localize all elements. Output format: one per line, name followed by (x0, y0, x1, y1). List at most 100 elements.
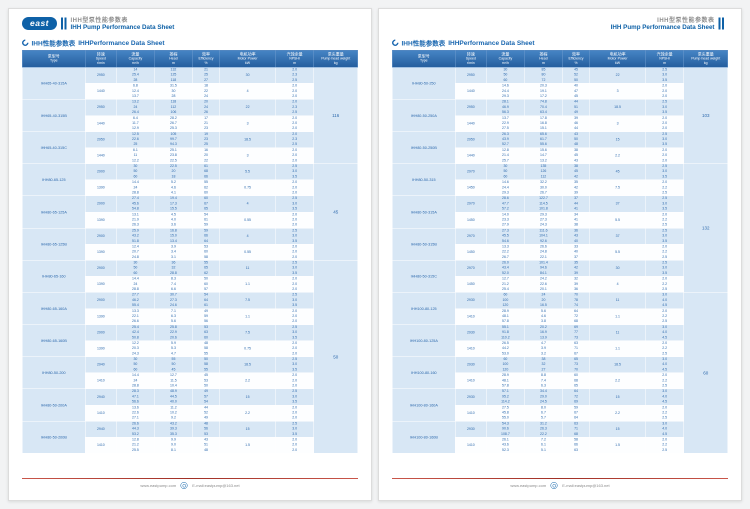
motor-power-value: 1.1 (589, 308, 646, 325)
speed-value: 1410 (455, 372, 487, 390)
value-line: 110.2 (501, 335, 510, 340)
value-line: 2.0 (292, 185, 298, 190)
col-header-en: Motor Power (607, 57, 628, 61)
value-line: 54.8 (132, 207, 139, 211)
value-line: 8.1 (171, 448, 176, 452)
value-line: 14.6 (502, 180, 509, 185)
model-name: IHH80-65-125 (21, 163, 86, 197)
value-line: 3.5 (292, 432, 298, 436)
value-line: 114.2 (501, 400, 510, 404)
motor-power-value: 4 (219, 195, 276, 213)
capacity-cell: 30 50 60 (486, 163, 525, 181)
npshr-cell: 2.0 2.3 2.5 (275, 99, 314, 116)
value-line: 3.5 (662, 239, 668, 243)
value-line: 28.8 (170, 271, 177, 275)
value-line: 27.7 (132, 293, 139, 297)
value-line: 3.0 (662, 357, 668, 362)
npshr-cell: 2.0 2.0 2.0 (275, 372, 314, 390)
value-line: 34 (574, 212, 578, 217)
motor-power-value: 5.5 (589, 211, 646, 229)
value-line: 57.2 (502, 207, 509, 211)
efficiency-cell: 64 72 68 (562, 308, 590, 325)
value-line: 55 (204, 261, 208, 265)
model-name: IHH100-80-160B (391, 420, 456, 454)
value-line: 60 (204, 196, 208, 201)
capacity-cell: 27.7 46.2 55.4 (116, 292, 155, 309)
col-header-en: Pump head weight (691, 57, 721, 61)
value-line: 5.3 (171, 346, 176, 351)
col-header-power: 电机功率 Motor Power kW (219, 50, 276, 68)
value-line: 3.5 (292, 335, 298, 340)
speed-value: 2930 (455, 388, 487, 406)
value-line: 2.0 (292, 448, 298, 452)
value-line: 24.8 (540, 250, 547, 254)
col-header-cn: 汽蚀余量 (286, 52, 303, 57)
value-line: 30.7 (170, 293, 177, 297)
value-line: 50 (171, 362, 176, 367)
value-line: 3.0 (662, 421, 668, 426)
value-line: 5.9 (171, 341, 176, 345)
page-title-cn: IHH型泵性能参数表 (70, 16, 128, 24)
col-header-en: Type (50, 59, 58, 63)
value-line: 2.5 (662, 384, 668, 388)
value-line: 2.5 (292, 196, 298, 201)
value-line: 2.0 (662, 126, 668, 131)
value-line: 4.6 (541, 314, 546, 318)
efficiency-cell: 38 45 42 (562, 163, 590, 181)
value-line: 45 (574, 94, 578, 98)
capacity-cell: 6.8 12.4 13.7 (116, 83, 155, 100)
value-line: 2.0 (292, 68, 298, 72)
speed-value: 2930 (455, 356, 487, 374)
npshr-cell: 2.0 2.0 2.0 (275, 276, 314, 293)
head-cell: 15.6 14.7 13.2 (524, 147, 563, 165)
value-line: 42 (574, 185, 578, 190)
speed-value: 1410 (455, 308, 487, 325)
npshr-cell: 2.0 2.3 2.5 (275, 66, 314, 84)
value-line: 12.4 (132, 244, 139, 249)
value-line: 28.9 (502, 309, 509, 313)
data-row: IHH80-65-125A 2900 27.4 45.6 54.8 19.4 17.3 15.… (21, 195, 358, 229)
capacity-cell: 12.5 22.6 25 (116, 131, 155, 148)
value-line: 50 (133, 362, 138, 367)
value-line: 25.5 (132, 448, 139, 452)
footer-url: www.eastpump.com (140, 483, 177, 488)
value-line: 4.5 (662, 303, 668, 308)
table-header-row: 泵型号 Type 转速 Speed r/min 流量 Capacity m³/h 扬程 Head m… (21, 50, 359, 68)
value-line: 2.5 (662, 448, 668, 452)
value-line: 26.5 (502, 341, 509, 345)
motor-power-value: 5.5 (219, 163, 276, 181)
value-line: 29.3 (502, 94, 509, 98)
npshr-cell: 2.5 3.0 3.5 (275, 420, 314, 438)
npshr-cell: 2.5 3.0 3.5 (645, 66, 684, 84)
col-header-cn: 效率 (202, 52, 211, 57)
capacity-cell: 30 50 60 (486, 66, 525, 84)
efficiency-cell: 59 67 64 (562, 404, 590, 422)
value-line: 2.0 (292, 411, 298, 415)
value-line: 22.9 (502, 121, 509, 125)
value-line: 22.2 (502, 250, 509, 254)
value-line: 43 (574, 234, 578, 238)
head-cell: 20.2 16.9 13.9 (524, 324, 563, 341)
value-line: 6.7 (541, 411, 546, 415)
value-line: 26.1 (502, 437, 509, 442)
value-line: 65 (204, 207, 208, 211)
data-row: 1450 14.6 24.4 29.3 32.2 30.0 26.7 35 42 39 7.5 2.0… (392, 179, 728, 197)
npshr-cell: 3.0 4.0 4.5 (645, 292, 684, 309)
speed-value: 2900 (85, 227, 117, 245)
model-name: IHH80-50-250 (391, 66, 456, 100)
value-line: 13.3 (132, 309, 139, 313)
speed-value: 1410 (455, 404, 487, 422)
col-header-capacity: 流量 Capacity m³/h (486, 50, 525, 68)
value-line: 3.4 (171, 250, 176, 254)
npshr-cell: 2.5 3.0 3.5 (645, 163, 684, 181)
col-header-speed: 转速 Speed r/min (85, 50, 117, 68)
value-line: 2.0 (292, 180, 298, 185)
data-row: IHH80-50-315B 2970 27.3 45.5 54.6 111.6 104.1 9… (391, 227, 728, 261)
capacity-cell: 12.2 20.3 24.3 (116, 340, 155, 358)
value-line: 3.0 (292, 169, 298, 174)
value-line: 3.6 (171, 223, 176, 227)
head-cell: 22.5 20 18 (154, 163, 193, 181)
value-line: 19.1 (540, 89, 547, 93)
motor-power-value: 7.5 (219, 292, 276, 309)
value-line: 25.3 (170, 126, 177, 131)
